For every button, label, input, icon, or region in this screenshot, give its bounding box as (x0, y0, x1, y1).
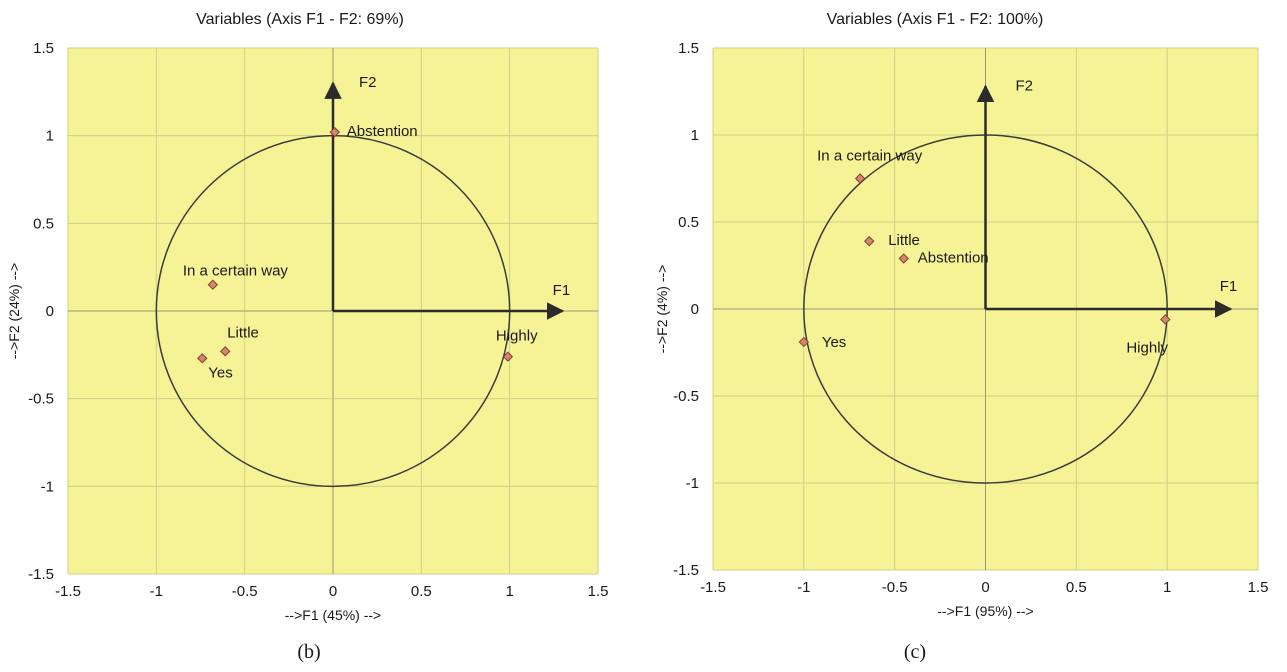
data-point-label: Abstention (347, 123, 418, 140)
data-point (1160, 314, 1171, 325)
chart-b: Variables (Axis F1 - F2: 69%) -1.5 -1 -0.5 0… (0, 0, 640, 667)
data-point-label: In a certain way (817, 148, 923, 165)
x-tick-label: -1 (150, 583, 163, 600)
axis-vector-label-f2: F2 (1016, 77, 1034, 94)
data-point (898, 253, 909, 264)
x-tick-label: 1.5 (588, 583, 609, 600)
y-tick-label: -1.5 (28, 566, 54, 583)
figure-caption: (b) (297, 641, 320, 663)
data-point (854, 173, 866, 184)
chart-c: Variables (Axis F1 - F2: 100%) -1.5 -1 -0.5… (648, 0, 1287, 667)
x-tick-label: -0.5 (882, 579, 908, 596)
data-point (207, 279, 219, 290)
x-tick-label: 0.5 (1066, 579, 1087, 596)
chart-title: Variables (Axis F1 - F2: 69%) (196, 11, 404, 28)
y-tick-label: 1 (691, 127, 699, 144)
correlation-circle-chart-c: Variables (Axis F1 - F2: 100%) -1.5 -1 -0.5… (654, 11, 1269, 663)
data-point (197, 353, 208, 364)
x-tick-label: 1.5 (1248, 579, 1269, 596)
data-point (502, 351, 514, 362)
y-axis-label: -->F2 (24%) --> (6, 263, 22, 359)
x-tick-label: 0 (981, 579, 989, 596)
axis-vector-label-f1: F1 (553, 282, 571, 299)
y-tick-label: -1 (686, 475, 699, 492)
x-tick-label: -1.5 (55, 583, 81, 600)
y-tick-label: -0.5 (28, 391, 54, 408)
data-point (864, 235, 875, 247)
x-tick-label: -1.5 (700, 579, 726, 596)
y-tick-label: 0.5 (678, 214, 699, 231)
data-point-label: Highly (496, 328, 538, 345)
y-axis-label: -->F2 (4%) --> (654, 265, 670, 354)
x-axis-label: -->F1 (95%) --> (937, 603, 1033, 619)
data-point-label: Highly (1126, 339, 1168, 356)
x-tick-label: 0 (329, 583, 337, 600)
figure-caption: (c) (904, 641, 926, 663)
x-tick-label: -0.5 (232, 583, 258, 600)
data-point (220, 346, 231, 357)
data-point-label: Yes (208, 364, 232, 381)
data-point-label: In a certain way (183, 263, 289, 280)
chart-title: Variables (Axis F1 - F2: 100%) (827, 11, 1044, 28)
data-point-label: Little (227, 324, 259, 341)
y-tick-label: 1.5 (33, 40, 54, 57)
x-tick-label: -1 (797, 579, 810, 596)
data-point-label: Abstention (918, 250, 989, 267)
x-tick-label: 1 (505, 583, 513, 600)
x-tick-label: 1 (1163, 579, 1171, 596)
axis-vector-label-f2: F2 (359, 74, 377, 91)
data-point-label: Little (888, 232, 920, 249)
y-tick-label: -0.5 (673, 388, 699, 405)
y-tick-label: -1.5 (673, 562, 699, 579)
data-point-label: Yes (822, 334, 846, 351)
x-tick-label: 0.5 (411, 583, 432, 600)
axis-vector-label-f1: F1 (1220, 278, 1238, 295)
data-point (798, 336, 810, 348)
correlation-circle-chart-b: Variables (Axis F1 - F2: 69%) -1.5 -1 -0.5 0… (6, 11, 609, 663)
y-tick-label: -1 (41, 478, 54, 495)
y-tick-label: 0 (46, 303, 54, 320)
y-tick-label: 1.5 (678, 40, 699, 57)
x-axis-label: -->F1 (45%) --> (285, 607, 381, 623)
data-point (329, 126, 340, 138)
y-tick-label: 0.5 (33, 215, 54, 232)
y-tick-label: 1 (46, 128, 54, 145)
y-tick-label: 0 (691, 301, 699, 318)
